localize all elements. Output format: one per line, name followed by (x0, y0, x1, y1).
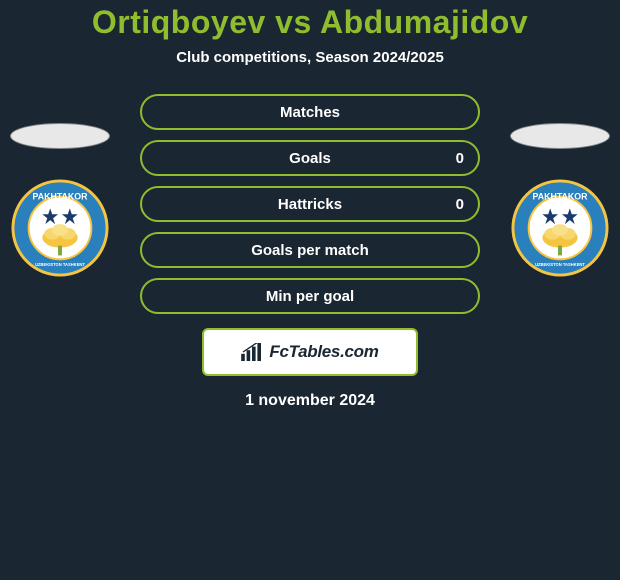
stat-label: Goals (289, 150, 331, 167)
stat-row-matches: Matches (140, 94, 480, 130)
svg-text:PAKHTAKOR: PAKHTAKOR (33, 192, 89, 202)
club-badge-right: PAKHTAKOR UZBEKISTON TASHKENT (510, 178, 610, 278)
stat-row-hattricks: Hattricks 0 (140, 186, 480, 222)
stat-row-goals: Goals 0 (140, 140, 480, 176)
player-left-placeholder (10, 116, 110, 156)
stat-label: Hattricks (278, 196, 342, 213)
page-title: Ortiqboyev vs Abdumajidov (0, 4, 620, 41)
stat-value-right: 0 (456, 150, 464, 167)
stat-label: Matches (280, 104, 340, 121)
chart-icon (241, 343, 263, 361)
stat-row-min-per-goal: Min per goal (140, 278, 480, 314)
ellipse-icon (510, 123, 610, 149)
svg-text:UZBEKISTON TASHKENT: UZBEKISTON TASHKENT (35, 262, 85, 267)
branding-box[interactable]: FcTables.com (202, 328, 418, 376)
stat-label: Min per goal (266, 288, 354, 305)
pakhtakor-badge-icon: PAKHTAKOR UZBEKISTON TASHKENT (511, 179, 609, 277)
date-label: 1 november 2024 (0, 392, 620, 410)
stat-label: Goals per match (251, 242, 369, 259)
svg-text:UZBEKISTON TASHKENT: UZBEKISTON TASHKENT (535, 262, 585, 267)
stat-row-goals-per-match: Goals per match (140, 232, 480, 268)
player-right-placeholder (510, 116, 610, 156)
ellipse-icon (10, 123, 110, 149)
club-badge-left: PAKHTAKOR UZBEKISTON TASHKENT (10, 178, 110, 278)
pakhtakor-badge-icon: PAKHTAKOR UZBEKISTON TASHKENT (11, 179, 109, 277)
branding-text: FcTables.com (269, 342, 378, 362)
svg-text:PAKHTAKOR: PAKHTAKOR (533, 192, 589, 202)
page-subtitle: Club competitions, Season 2024/2025 (0, 49, 620, 66)
stat-value-right: 0 (456, 196, 464, 213)
